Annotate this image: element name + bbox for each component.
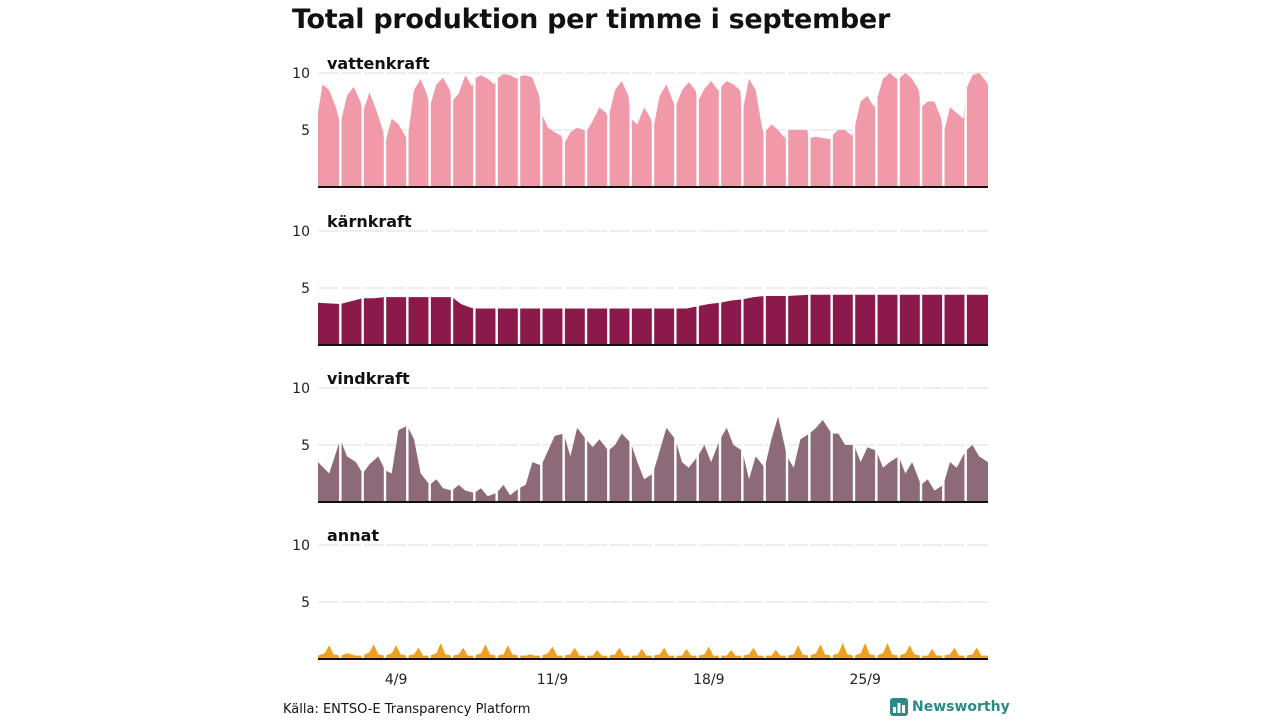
vindkraft-y-tick-label-5: 5	[301, 438, 310, 454]
annat-panel-label: annat	[327, 526, 379, 545]
chart-title: Total produktion per timme i september	[292, 4, 890, 35]
x-tick-label-25-9: 25/9	[849, 672, 880, 688]
small-multiples-chart: 5 10 vattenkraft 5 10 kärnkraft 5 10 vindkraft 5 1…	[292, 54, 988, 688]
vattenkraft-y-tick-label-10: 10	[292, 66, 310, 82]
brand-logo: Newsworthy	[890, 698, 1010, 716]
karnkraft-y-tick-label-5: 5	[301, 281, 310, 297]
x-tick-label-18-9: 18/9	[693, 672, 724, 688]
x-tick-label-4-9: 4/9	[385, 672, 408, 688]
karnkraft-y-tick-label-10: 10	[292, 224, 310, 240]
vindkraft-panel-label: vindkraft	[327, 369, 410, 388]
karnkraft-panel-label: kärnkraft	[327, 212, 412, 231]
vindkraft-y-tick-label-10: 10	[292, 381, 310, 397]
vindkraft-area	[318, 416, 988, 502]
x-tick-label-11-9: 11/9	[537, 672, 568, 688]
annat-y-tick-label-5: 5	[301, 595, 310, 611]
brand-name: Newsworthy	[912, 699, 1010, 715]
newsworthy-logo-icon	[890, 698, 908, 716]
annat-area	[318, 643, 988, 659]
vattenkraft-panel-label: vattenkraft	[327, 54, 430, 73]
annat-y-tick-label-10: 10	[292, 538, 310, 554]
source-note: Källa: ENTSO-E Transparency Platform	[283, 702, 531, 717]
vattenkraft-y-tick-label-5: 5	[301, 123, 310, 139]
